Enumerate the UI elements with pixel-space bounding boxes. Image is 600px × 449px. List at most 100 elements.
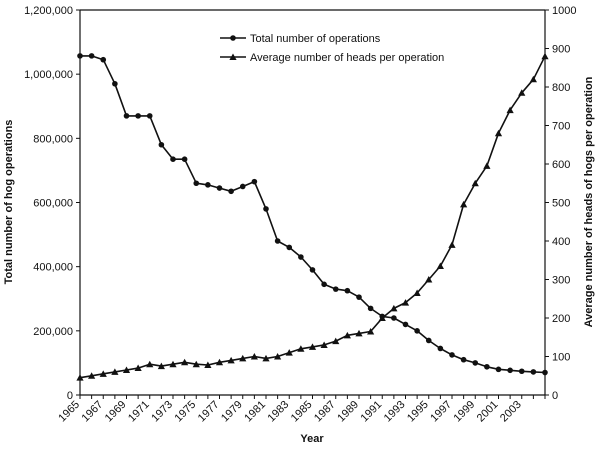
data-point-heads [274,353,282,360]
data-point-heads [320,341,328,348]
data-point-operations [367,305,374,312]
x-tick-label: 2003 [498,399,524,425]
data-point-heads [262,354,270,362]
data-point-heads [425,276,433,283]
left-y-tick-label: 400,000 [33,262,73,274]
series-layer [76,52,549,381]
x-tick-label: 1979 [219,399,245,425]
data-point-operations [263,206,269,212]
data-point-operations [146,113,153,119]
x-tick-label: 1965 [56,399,82,425]
right-y-tick-label: 600 [552,159,570,171]
left-y-tick-label: 1,200,000 [24,5,73,17]
data-point-heads [448,241,456,248]
left-y-tick-label: 800,000 [33,133,73,145]
x-axis-title: Year [300,433,324,445]
data-point-operations [542,369,548,376]
right-y-ticks: 0 100 200 300 400 500 600 700 800 900 1000 [545,5,576,402]
data-point-heads [204,361,212,368]
data-point-heads [483,162,491,169]
data-point-heads [157,362,165,370]
right-y-tick-label: 800 [552,82,570,94]
data-point-operations [321,281,327,288]
right-y-tick-label: 900 [552,44,570,56]
data-point-heads [250,353,258,360]
data-point-operations [414,328,420,334]
data-point-operations [193,180,200,187]
data-point-operations [356,294,362,300]
data-point-heads [76,374,84,381]
axes [79,9,546,396]
right-y-axis-title: Average number of heads of hogs per oper… [583,76,595,327]
data-point-operations [251,178,258,185]
legend-label-operations: Total number of operations [250,33,381,45]
right-y-tick-label: 500 [552,198,570,210]
legend-marker-circle [230,35,236,41]
x-tick-label: 1967 [80,399,106,425]
data-point-heads [192,360,200,368]
data-point-heads [134,364,142,372]
data-point-heads [169,360,177,368]
x-tick-label: 1971 [126,399,152,425]
right-y-tick-label: 700 [552,121,570,133]
x-tick-label: 1995 [405,399,431,425]
data-point-heads [227,356,235,364]
data-point-operations [298,254,304,260]
data-point-operations [158,141,165,148]
x-ticks: 1965196719691971197319751977197919811983… [56,395,546,425]
x-tick-label: 1975 [173,399,199,425]
data-point-operations [332,286,339,292]
data-point-operations [472,360,479,366]
data-point-operations [181,156,188,162]
left-y-axis-title: Total number of hog operations [3,120,15,285]
x-tick-label: 1987 [312,399,338,425]
data-point-heads [88,372,96,379]
data-point-heads [413,289,421,296]
right-y-tick-label: 200 [552,313,570,325]
data-point-heads [146,360,154,368]
x-tick-label: 2001 [475,399,501,425]
data-point-operations [507,367,513,374]
x-tick-label: 1997 [428,399,454,425]
data-point-operations [88,53,95,59]
data-point-operations [228,188,234,195]
legend-marker-triangle [229,53,237,60]
data-point-heads [494,129,503,137]
data-point-operations [239,183,246,190]
series-line-operations [80,55,546,374]
data-point-operations [391,315,397,321]
left-y-tick-label: 0 [67,390,73,402]
right-y-tick-label: 1000 [552,5,576,17]
x-tick-label: 1993 [382,399,408,425]
data-point-heads [181,358,189,366]
x-tick-label: 1985 [289,399,315,425]
data-point-operations [425,337,432,344]
data-point-operations [484,363,490,370]
data-point-heads [471,179,479,187]
data-point-operations [402,321,409,328]
data-point-operations [495,366,502,373]
data-point-operations [274,238,281,244]
x-tick-label: 1999 [452,399,478,425]
data-point-heads [390,304,398,312]
data-point-heads [343,331,351,339]
data-point-heads [332,337,340,345]
data-point-operations [77,53,83,59]
right-y-tick-label: 400 [552,236,570,248]
data-point-heads [122,366,131,373]
data-point-heads [285,349,293,356]
data-point-operations [135,113,141,119]
left-y-tick-label: 600,000 [33,198,73,210]
data-point-heads [297,345,305,352]
data-point-operations [205,182,211,188]
data-point-heads [355,329,363,337]
data-point-heads [529,75,537,83]
x-tick-label: 1991 [359,399,385,425]
right-y-tick-label: 100 [552,352,570,364]
data-point-operations [460,356,467,363]
data-point-operations [449,352,455,358]
x-tick-label: 1977 [196,399,222,425]
data-point-operations [112,80,118,87]
